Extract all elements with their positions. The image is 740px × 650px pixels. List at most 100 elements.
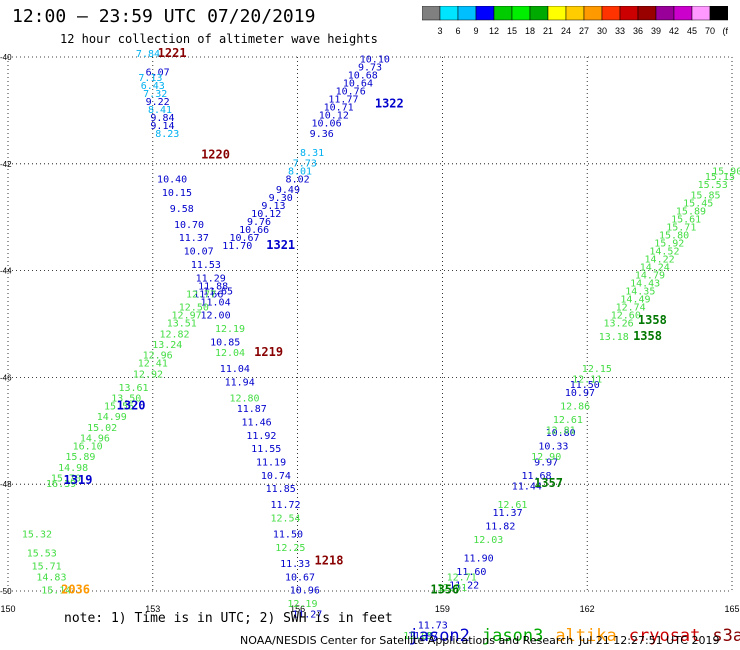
- wave-height-value: 11.29: [196, 273, 226, 284]
- wave-height-value: 11.88: [198, 281, 228, 292]
- wave-height-value: 14.22: [645, 255, 675, 266]
- wave-height-value: 15.45: [683, 199, 713, 210]
- wave-height-value: 11.94: [225, 377, 255, 388]
- legend-altika: altika: [555, 626, 617, 646]
- wave-height-value: 12.41: [138, 359, 168, 370]
- colorbar-label: 24: [561, 26, 571, 36]
- colorbar-label: 21: [543, 26, 553, 36]
- wave-height-value: 15.55: [104, 401, 134, 412]
- wave-height-value: 14.49: [620, 295, 650, 306]
- legend-cryosat: cryosat: [628, 626, 701, 646]
- colorbar-label: 3: [437, 26, 442, 36]
- wave-height-value: 15.15: [705, 172, 735, 183]
- wave-height-value: 9.76: [247, 217, 271, 228]
- wave-height-value: 10.40: [157, 174, 187, 185]
- wave-height-value: 7.32: [143, 89, 167, 100]
- wave-height-value: 15.32: [22, 530, 52, 541]
- y-tick-label: -48: [0, 480, 12, 489]
- wave-height-value: 9.22: [146, 97, 170, 108]
- wave-height-value: 10.96: [290, 586, 320, 597]
- y-tick-label: -46: [0, 373, 12, 382]
- wave-height-value: 15.70: [51, 474, 81, 485]
- wave-height-value: 16.39: [46, 479, 76, 490]
- wave-height-value: 9.84: [150, 113, 174, 124]
- pass-number-label: 1320: [117, 398, 146, 412]
- wave-height-value: 11.72: [270, 500, 300, 511]
- wave-height-value: 7.73: [293, 158, 317, 169]
- wave-height-value: 12.61: [553, 415, 583, 426]
- wave-height-value: 12.77: [186, 289, 216, 300]
- wave-height-value: 12.96: [143, 351, 173, 362]
- x-tick-label: 153: [145, 604, 160, 614]
- wave-height-value: 13.50: [111, 393, 141, 404]
- x-tick-label: 159: [435, 604, 450, 614]
- wave-height-value: 10.12: [251, 209, 281, 220]
- wave-height-value: 12.74: [616, 303, 646, 314]
- wave-height-value: 11.82: [485, 522, 515, 533]
- wave-height-value: 15.71: [666, 223, 696, 234]
- y-tick-label: -40: [0, 53, 12, 62]
- wave-height-value: 15.90: [712, 166, 740, 177]
- wave-height-value: 9.14: [150, 121, 174, 132]
- wave-height-value: 12.05: [403, 631, 433, 642]
- wave-height-value: 11.44: [512, 482, 542, 493]
- wave-height-value: 10.76: [336, 86, 366, 97]
- wave-height-value: 15.89: [676, 207, 706, 218]
- wave-height-value: 11.50: [570, 380, 600, 391]
- wave-height-value: 8.01: [288, 166, 312, 177]
- wave-height-value: 12.15: [582, 364, 612, 375]
- wave-height-value: 15.53: [698, 180, 728, 191]
- wave-height-value: 10.85: [210, 337, 240, 348]
- wave-height-value: 11.27: [292, 610, 322, 621]
- colorbar-label: (ft): [723, 26, 729, 36]
- y-tick-label: -50: [0, 587, 12, 596]
- wave-height-value: 10.06: [312, 118, 342, 129]
- wave-height-value: 15.02: [87, 423, 117, 434]
- wave-height-value: 12.03: [473, 535, 503, 546]
- wave-height-value: 9.73: [358, 62, 382, 73]
- wave-height-value: 8.31: [300, 148, 324, 159]
- x-tick-label: 156: [290, 604, 305, 614]
- wave-height-value: 15.85: [690, 191, 720, 202]
- wave-height-value: 11.19: [256, 458, 286, 469]
- wave-height-value: 11.90: [464, 554, 494, 565]
- wave-height-value: 9.36: [310, 129, 334, 140]
- wave-height-value: 12.54: [270, 514, 300, 525]
- wave-height-value: 12.11: [572, 375, 602, 386]
- wave-height-value: 9.49: [276, 185, 300, 196]
- generated-timestamp: Jul 21 12:27:51 UTC 2019: [579, 634, 720, 647]
- wave-height-value: 11.85: [266, 484, 296, 495]
- wave-height-value: 12.71: [447, 572, 477, 583]
- pass-number-label: 1220: [201, 147, 230, 161]
- wave-height-value: 10.12: [319, 110, 349, 121]
- wave-height-value: 12.82: [159, 329, 189, 340]
- wave-height-value: 15.80: [659, 231, 689, 242]
- chart-subtitle: 12 hour collection of altimeter wave hei…: [60, 32, 378, 46]
- pass-number-label: 1219: [254, 345, 283, 359]
- wave-height-value: 11.22: [449, 580, 479, 591]
- pass-number-label: 1356: [430, 583, 459, 597]
- colorbar-label: 15: [507, 26, 517, 36]
- wave-height-value: 11.66: [193, 289, 223, 300]
- wave-height-value: 7.84: [136, 49, 160, 60]
- colorbar-label: 6: [455, 26, 460, 36]
- wave-height-value: 10.97: [565, 388, 595, 399]
- pass-number-label: 1357: [534, 476, 563, 490]
- wave-height-value: 12.90: [531, 452, 561, 463]
- wave-height-value: 13.61: [118, 383, 148, 394]
- colorbar-label: 30: [597, 26, 607, 36]
- wave-height-value: 6.43: [141, 81, 165, 92]
- wave-height-value: 14.52: [649, 247, 679, 258]
- pass-number-label: 1358: [638, 313, 667, 327]
- credit-line: NOAA/NESDIS Center for Satellite Applica…: [240, 634, 574, 647]
- pass-number-label: 1218: [315, 553, 344, 567]
- colorbar-label: 33: [615, 26, 625, 36]
- colorbar-label: 45: [687, 26, 697, 36]
- wave-height-value: 11.50: [273, 530, 303, 541]
- colorbar-label: 70: [705, 26, 715, 36]
- wave-height-value: 10.33: [538, 441, 568, 452]
- wave-height-value: 13.26: [604, 319, 634, 330]
- wave-height-value: 12.25: [275, 543, 305, 554]
- wave-height-value: 15.53: [27, 548, 57, 559]
- colorbar-label: 12: [489, 26, 499, 36]
